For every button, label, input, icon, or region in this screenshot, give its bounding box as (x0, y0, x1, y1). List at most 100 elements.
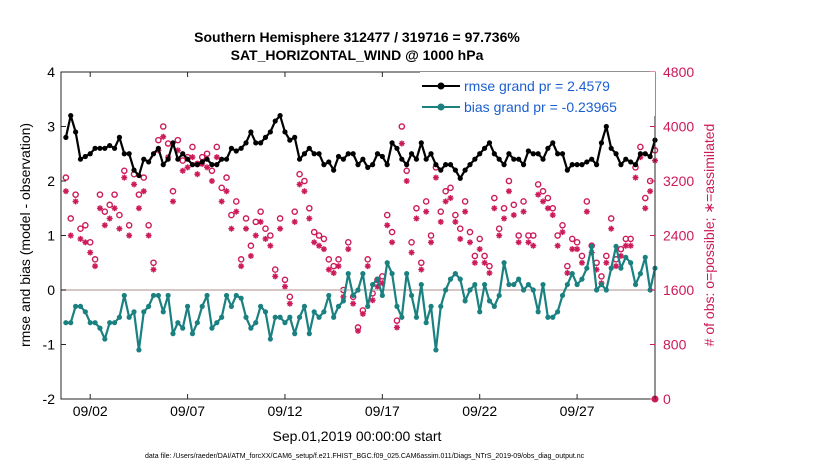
obs-possible-marker (62, 174, 70, 181)
left-tick-label: 0 (47, 282, 55, 298)
obs-assimilated-marker (247, 252, 254, 259)
obs-assimilated-marker (496, 232, 503, 239)
obs-assimilated-marker (520, 208, 527, 215)
asterisk-stroke (423, 209, 429, 215)
obs-possible-marker (447, 184, 454, 192)
bias-point (457, 276, 463, 282)
rmse-point (516, 156, 522, 162)
x-axis-label: Sep.01,2019 00:00:00 start (273, 428, 442, 444)
rmse-point (214, 162, 220, 168)
asterisk-stroke (204, 164, 210, 170)
obs-assimilated-marker (457, 235, 464, 242)
obs-assimilated-marker (574, 246, 581, 253)
obs-possible-marker (232, 198, 240, 205)
rmse-point (92, 145, 98, 151)
obs-possible-marker (413, 204, 420, 212)
obs-possible-marker (573, 239, 581, 246)
obs-possible-marker (515, 232, 522, 239)
rmse-point (87, 151, 93, 157)
rmse-point (306, 145, 312, 151)
rmse-point (472, 156, 478, 162)
obs-possible-marker (315, 232, 323, 239)
rmse-series (63, 113, 658, 181)
rmse-point (107, 142, 113, 149)
rmse-point (170, 140, 176, 146)
obs-possible-marker (223, 174, 230, 181)
rmse-point (311, 151, 317, 157)
obs-assimilated-marker (632, 174, 639, 181)
asterisk-stroke (472, 260, 478, 266)
rmse-point (569, 162, 575, 168)
obs-assimilated-marker (505, 188, 512, 195)
rmse-point (219, 156, 225, 162)
obs-possible-marker (82, 221, 89, 229)
obs-assimilated-marker (486, 269, 493, 276)
rmse-point (189, 162, 196, 168)
asterisk-stroke (102, 222, 108, 228)
rmse-point (292, 134, 298, 140)
asterisk-stroke (321, 246, 327, 252)
x-tick-label: 09/22 (462, 403, 497, 419)
asterisk-stroke (214, 154, 220, 160)
asterisk-stroke (233, 209, 239, 215)
asterisk-stroke (564, 270, 570, 276)
bias-point (374, 276, 381, 282)
obs-possible-marker (559, 221, 566, 229)
rmse-point (296, 156, 303, 162)
obs-possible-marker (140, 174, 148, 181)
obs-possible-marker (150, 259, 157, 267)
y-axis-label-left: rmse and bias (model - observation) (17, 123, 33, 347)
bias-point (506, 281, 512, 288)
obs-assimilated-marker (393, 324, 400, 331)
bias-point (613, 243, 619, 249)
obs-possible-marker (218, 184, 225, 192)
obs-assimilated-marker (418, 266, 425, 273)
x-tick-label: 09/12 (267, 403, 302, 419)
bias-point (559, 292, 566, 299)
obs-assimilated-marker (535, 191, 542, 198)
obs-possible-marker (306, 204, 313, 212)
asterisk-stroke (647, 188, 653, 194)
rmse-point (365, 164, 371, 170)
obs-assimilated-marker (228, 225, 235, 232)
rmse-point (194, 162, 200, 168)
obs-assimilated-marker (184, 164, 191, 171)
rmse-point (331, 167, 337, 173)
rmse-point (340, 156, 346, 162)
bias-point (131, 309, 137, 315)
obs-assimilated-marker (481, 259, 488, 266)
bias-point (472, 281, 478, 288)
obs-assimilated-marker (96, 205, 103, 212)
bias-point (282, 320, 288, 326)
obs-assimilated-marker (559, 229, 566, 236)
rmse-point (399, 156, 405, 162)
asterisk-stroke (428, 239, 434, 245)
obs-assimilated-marker (466, 239, 473, 246)
asterisk-stroke (408, 249, 415, 256)
asterisk-stroke (350, 301, 356, 307)
obs-possible-marker (578, 252, 586, 260)
obs-assimilated-marker (267, 242, 274, 249)
legend-rmse-marker (437, 82, 445, 90)
asterisk-stroke (608, 226, 614, 232)
bias-point (107, 320, 113, 326)
bias-point (243, 314, 249, 320)
obs-possible-marker (228, 211, 235, 219)
bias-point (82, 309, 88, 315)
obs-assimilated-marker (403, 178, 410, 184)
rmse-point (491, 151, 497, 157)
asterisk-stroke (555, 243, 561, 249)
rmse-point (316, 151, 322, 157)
asterisk-stroke (253, 232, 259, 239)
rmse-point (82, 153, 88, 160)
obs-assimilated-marker (364, 263, 371, 270)
asterisk-stroke (68, 232, 74, 239)
rmse-point (277, 113, 283, 119)
asterisk-stroke (355, 328, 361, 334)
rmse-point (73, 129, 79, 135)
bias-point (399, 314, 405, 320)
rmse-point (77, 156, 84, 162)
legend-rmse-label: rmse grand pr = 2.4579 (464, 78, 610, 94)
bias-point (516, 276, 522, 282)
